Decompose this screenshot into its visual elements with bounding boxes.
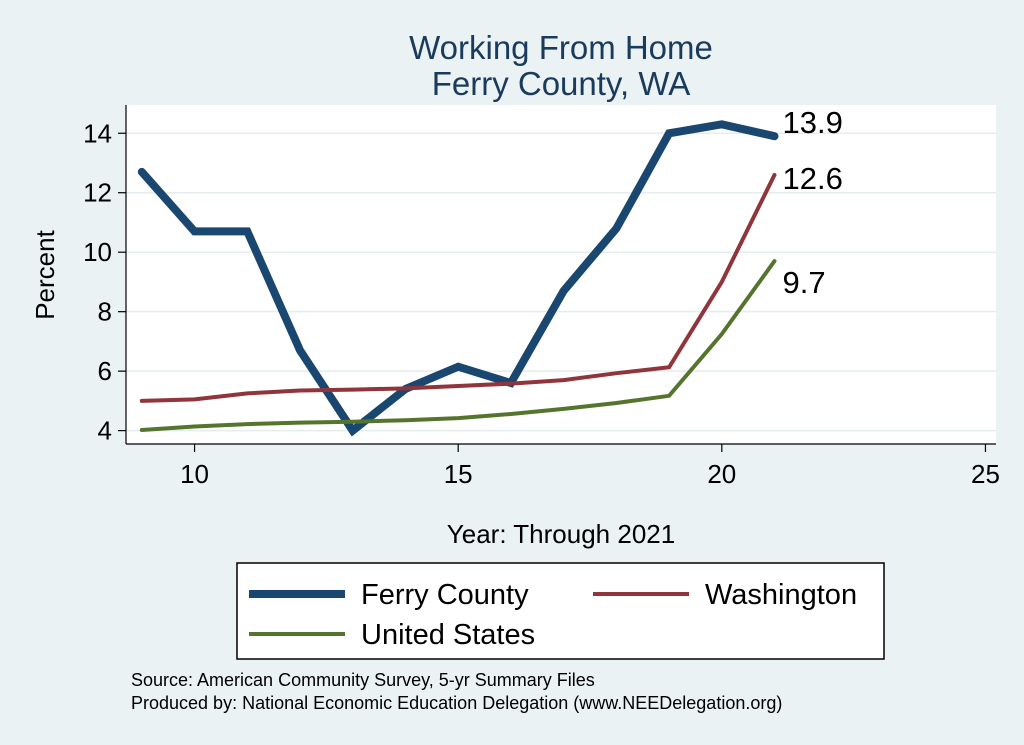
x-tick-label: 15	[444, 459, 473, 489]
y-tick-label: 8	[98, 297, 112, 327]
legend-label: Washington	[705, 579, 857, 611]
end-labels: 13.9 12.6 9.7	[783, 105, 843, 300]
plot-area	[126, 105, 996, 444]
end-label: 9.7	[783, 265, 826, 300]
series-lines	[137, 120, 779, 437]
end-label: 13.9	[783, 105, 843, 140]
x-tick-label: 10	[180, 459, 209, 489]
end-label: 12.6	[783, 161, 843, 196]
legend-box	[236, 562, 885, 660]
y-tick-label: 12	[83, 178, 112, 208]
gridlines	[126, 132, 996, 432]
y-tick-label: 10	[83, 237, 112, 267]
series-line-united-states	[139, 259, 777, 432]
chart-title: Working From Home	[409, 29, 713, 66]
x-axis: 10 15 20 25	[126, 443, 1000, 489]
y-tick-label: 4	[98, 416, 112, 446]
y-tick-label: 6	[98, 356, 112, 386]
series-line-ferry-county	[137, 120, 779, 437]
legend: Ferry County Washington United States	[249, 579, 857, 651]
producer-line: Produced by: National Economic Education…	[131, 693, 782, 713]
x-tick-label: 25	[971, 459, 1000, 489]
y-tick-label: 14	[83, 118, 112, 148]
x-tick-label: 20	[707, 459, 736, 489]
legend-label: United States	[361, 619, 535, 651]
x-axis-title: Year: Through 2021	[447, 519, 675, 549]
y-axis: 4 6 8 10 12 14	[83, 105, 127, 446]
y-axis-title: Percent	[30, 229, 60, 319]
source-line: Source: American Community Survey, 5-yr …	[131, 670, 595, 690]
legend-label: Ferry County	[361, 579, 529, 611]
series-line-washington	[139, 172, 777, 403]
chart-subtitle: Ferry County, WA	[432, 65, 691, 102]
